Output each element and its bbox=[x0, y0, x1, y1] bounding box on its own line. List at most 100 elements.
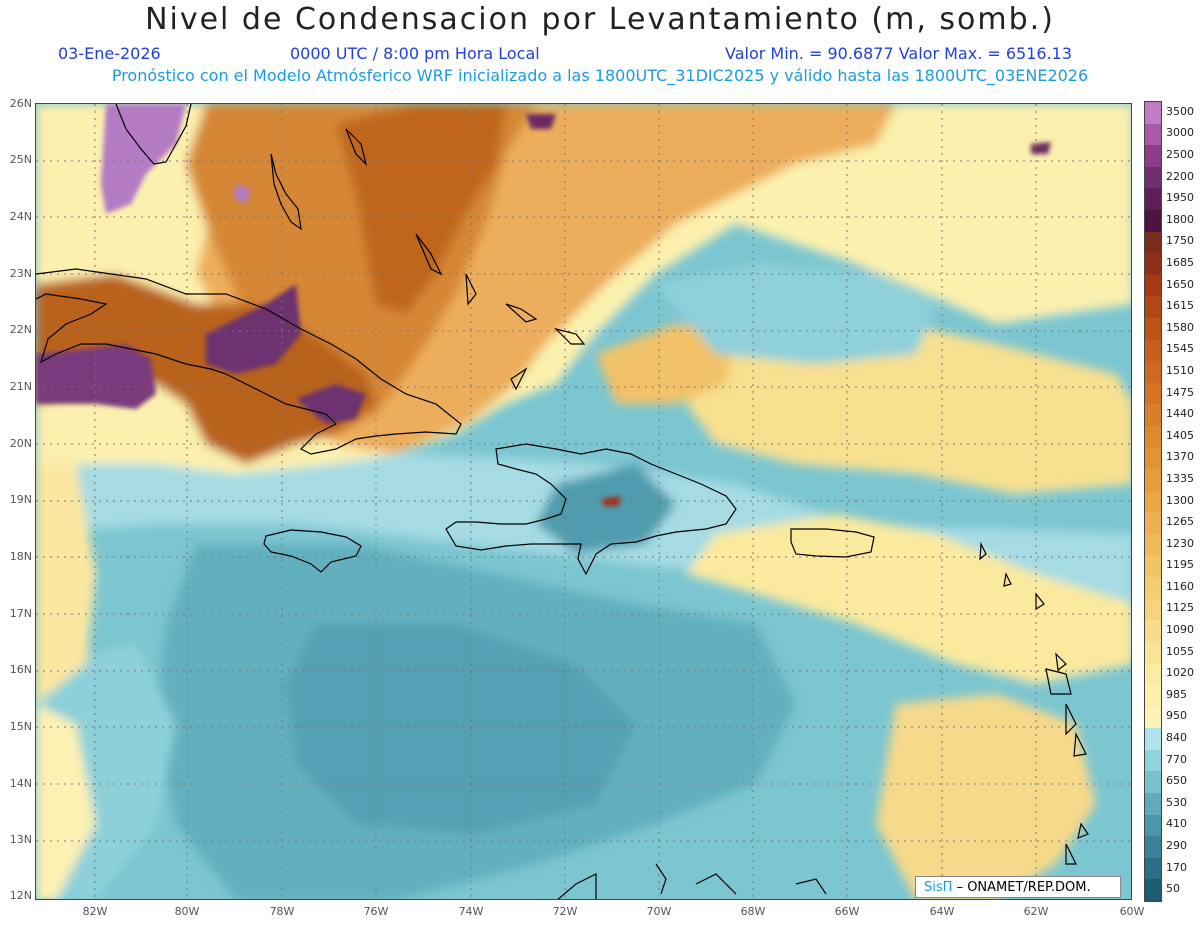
legend-swatch bbox=[1145, 728, 1161, 751]
lat-label: 19N bbox=[9, 493, 32, 506]
min-max-values: Valor Min. = 90.6877 Valor Max. = 6516.1… bbox=[725, 44, 1073, 63]
legend-label: 1475 bbox=[1166, 385, 1194, 399]
legend-swatch bbox=[1145, 469, 1161, 492]
field-shading bbox=[36, 104, 1131, 899]
cuba-coast bbox=[36, 268, 462, 455]
graticule bbox=[36, 104, 1131, 899]
lat-label: 12N bbox=[9, 889, 32, 902]
lon-label: 82W bbox=[82, 905, 108, 918]
legend-swatch bbox=[1145, 749, 1161, 772]
legend-swatch bbox=[1145, 879, 1161, 902]
legend-swatch bbox=[1145, 102, 1161, 125]
legend-swatch bbox=[1145, 620, 1161, 643]
legend-swatch bbox=[1145, 771, 1161, 794]
south-america-coast bbox=[557, 863, 827, 899]
legend-label: 770 bbox=[1166, 752, 1187, 766]
legend-swatch bbox=[1145, 145, 1161, 168]
legend-label: 1510 bbox=[1166, 363, 1194, 377]
credit-box: SisΠ – ONAMET/REP.DOM. bbox=[915, 876, 1121, 898]
credit-org: – ONAMET/REP.DOM. bbox=[956, 880, 1091, 895]
legend-swatch bbox=[1145, 663, 1161, 686]
lon-label: 64W bbox=[929, 905, 955, 918]
legend-label: 1160 bbox=[1166, 579, 1194, 593]
lon-label: 68W bbox=[740, 905, 766, 918]
legend-label: 650 bbox=[1166, 774, 1187, 788]
lcl-map bbox=[36, 104, 1131, 899]
legend-label: 3500 bbox=[1166, 104, 1194, 118]
bahamas-coast bbox=[270, 128, 586, 391]
lat-label: 22N bbox=[9, 323, 32, 336]
lon-label: 66W bbox=[834, 905, 860, 918]
legend-swatch bbox=[1145, 188, 1161, 211]
legend-label: 3000 bbox=[1166, 126, 1194, 140]
lon-label: 70W bbox=[646, 905, 672, 918]
jamaica-coast bbox=[263, 529, 362, 573]
legend-label: 1090 bbox=[1166, 623, 1194, 637]
legend-swatch bbox=[1145, 814, 1161, 837]
legend-label: 1685 bbox=[1166, 255, 1194, 269]
legend-label: 1750 bbox=[1166, 234, 1194, 248]
lat-label: 17N bbox=[9, 607, 32, 620]
legend-label: 170 bbox=[1166, 860, 1187, 874]
legend-swatch bbox=[1145, 253, 1161, 276]
lon-label: 72W bbox=[552, 905, 578, 918]
legend-swatch bbox=[1145, 231, 1161, 254]
legend-swatch bbox=[1145, 533, 1161, 556]
legend-swatch bbox=[1145, 641, 1161, 664]
legend-label: 985 bbox=[1166, 687, 1187, 701]
legend-label: 1615 bbox=[1166, 299, 1194, 313]
lat-label: 21N bbox=[9, 380, 32, 393]
legend-swatch bbox=[1145, 296, 1161, 319]
legend-label: 1950 bbox=[1166, 191, 1194, 205]
legend-label: 1055 bbox=[1166, 644, 1194, 658]
lat-label: 26N bbox=[9, 97, 32, 110]
lat-label: 20N bbox=[9, 437, 32, 450]
legend-swatch bbox=[1145, 404, 1161, 427]
legend-swatch bbox=[1145, 598, 1161, 621]
lat-label: 18N bbox=[9, 550, 32, 563]
legend-label: 1335 bbox=[1166, 471, 1194, 485]
lon-label: 60W bbox=[1119, 905, 1145, 918]
legend-label: 1195 bbox=[1166, 558, 1194, 572]
lon-label: 76W bbox=[363, 905, 389, 918]
map-title: Nivel de Condensacion por Levantamiento … bbox=[145, 2, 1055, 37]
legend-label: 410 bbox=[1166, 817, 1187, 831]
legend-swatch bbox=[1145, 685, 1161, 708]
lat-label: 14N bbox=[9, 777, 32, 790]
legend-label: 1440 bbox=[1166, 407, 1194, 421]
legend-label: 1230 bbox=[1166, 536, 1194, 550]
florida-coast bbox=[115, 104, 192, 165]
lon-label: 74W bbox=[458, 905, 484, 918]
lat-label: 24N bbox=[9, 210, 32, 223]
legend-swatch bbox=[1145, 339, 1161, 362]
legend-label: 1650 bbox=[1166, 277, 1194, 291]
legend-swatch bbox=[1145, 793, 1161, 816]
legend-swatch bbox=[1145, 274, 1161, 297]
forecast-description: Pronóstico con el Modelo Atmósferico WRF… bbox=[111, 66, 1089, 85]
hispaniola-coast bbox=[445, 443, 737, 576]
legend-label: 1800 bbox=[1166, 212, 1194, 226]
forecast-time: 0000 UTC / 8:00 pm Hora Local bbox=[290, 44, 540, 63]
color-legend bbox=[1144, 101, 1162, 902]
coastlines bbox=[36, 104, 1089, 899]
legend-swatch bbox=[1145, 512, 1161, 535]
legend-label: 530 bbox=[1166, 795, 1187, 809]
legend-swatch bbox=[1145, 577, 1161, 600]
legend-label: 1020 bbox=[1166, 666, 1194, 680]
legend-swatch bbox=[1145, 836, 1161, 859]
legend-label: 50 bbox=[1166, 882, 1180, 896]
legend-label: 1405 bbox=[1166, 428, 1194, 442]
lat-label: 25N bbox=[9, 153, 32, 166]
legend-swatch bbox=[1145, 361, 1161, 384]
legend-label: 1370 bbox=[1166, 450, 1194, 464]
legend-label: 2500 bbox=[1166, 147, 1194, 161]
legend-label: 950 bbox=[1166, 709, 1187, 723]
map-panel bbox=[35, 103, 1132, 900]
puerto-rico-coast bbox=[790, 528, 875, 558]
legend-swatch bbox=[1145, 123, 1161, 146]
legend-label: 1545 bbox=[1166, 342, 1194, 356]
legend-label: 1125 bbox=[1166, 601, 1194, 615]
legend-label: 840 bbox=[1166, 731, 1187, 745]
legend-swatch bbox=[1145, 382, 1161, 405]
sis-logo: SisΠ bbox=[924, 880, 953, 895]
